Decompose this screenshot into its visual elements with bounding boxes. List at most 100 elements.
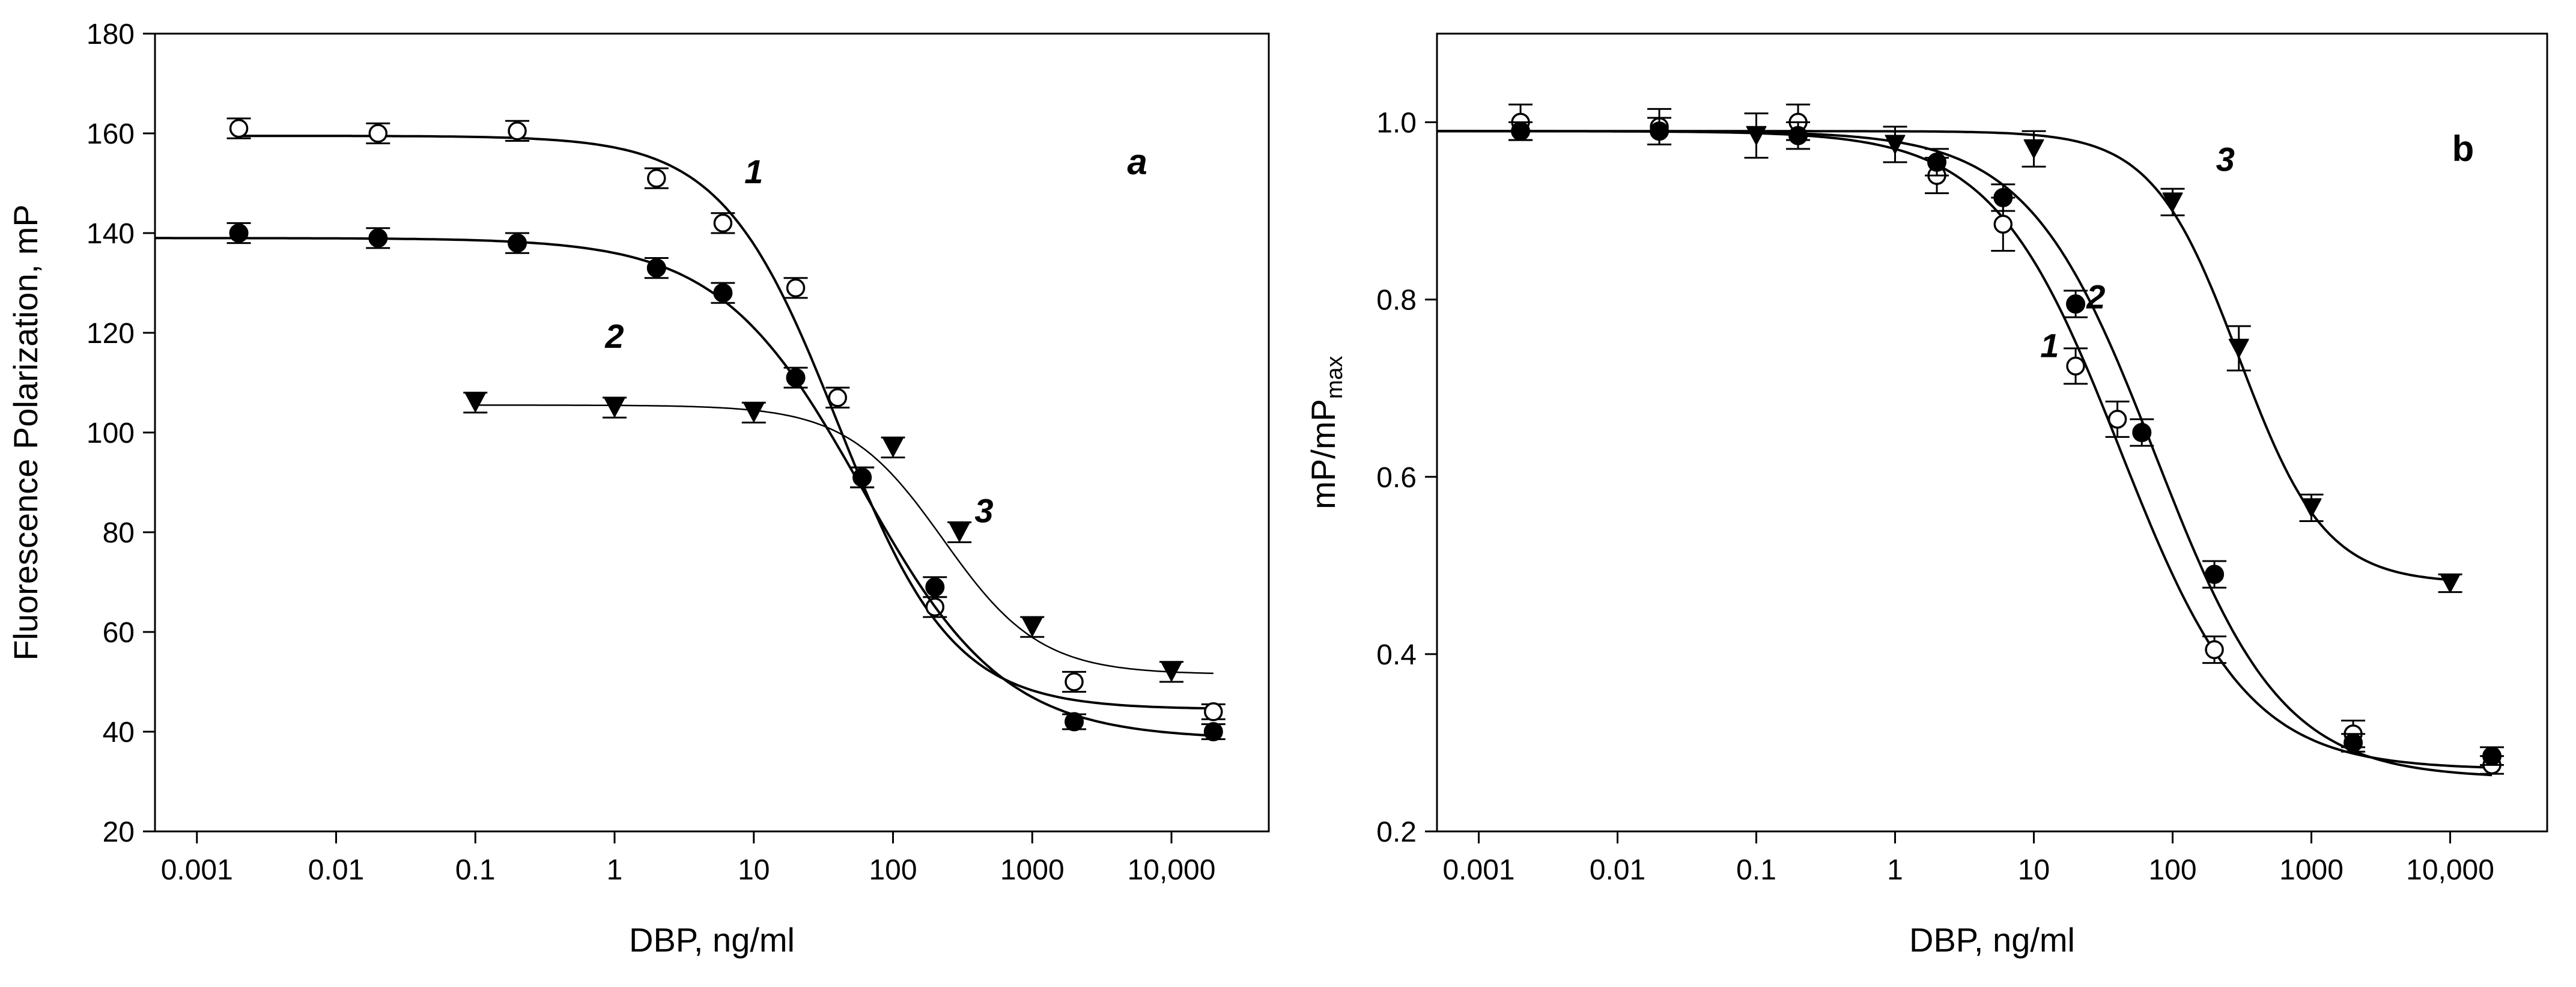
curve-label-1: 1 <box>2040 327 2059 365</box>
y-tick-label: 0.4 <box>1376 639 1417 671</box>
data-point <box>1993 214 2013 234</box>
data-point <box>604 398 625 418</box>
data-point <box>368 228 388 248</box>
curve-label-2: 2 <box>2086 278 2105 315</box>
x-tick-label: 1 <box>1887 854 1903 886</box>
fit-curve-3 <box>1437 130 2450 582</box>
y-tick-label: 0.2 <box>1376 816 1417 848</box>
data-point <box>508 233 527 253</box>
data-point <box>949 523 970 542</box>
y-tick-label: 80 <box>103 517 135 549</box>
y-axis-title-main: mP/mP <box>1304 399 1342 509</box>
data-point <box>646 258 666 278</box>
data-point <box>786 278 806 298</box>
data-point <box>2301 498 2322 518</box>
data-point <box>2066 356 2085 376</box>
data-point <box>2023 139 2044 159</box>
x-tick-label: 1000 <box>2279 854 2344 886</box>
x-tick-label: 10 <box>738 854 770 886</box>
data-point <box>1788 126 1808 145</box>
y-tick-label: 120 <box>87 318 135 350</box>
y-tick-label: 60 <box>103 617 135 649</box>
x-tick-label: 100 <box>2148 854 2196 886</box>
data-point <box>1927 152 1947 172</box>
data-point <box>368 124 388 143</box>
y-tick-label: 20 <box>103 816 135 848</box>
data-point <box>2482 746 2502 766</box>
y-tick-label: 40 <box>103 717 135 749</box>
y-tick-label: 100 <box>87 418 135 449</box>
y-tick-label: 160 <box>87 118 135 150</box>
y-tick-label: 1.0 <box>1376 108 1417 139</box>
data-point <box>2066 294 2086 314</box>
plot-frame <box>1436 32 2548 833</box>
series-2: 2 <box>155 222 1226 741</box>
data-point <box>786 368 806 387</box>
data-point <box>2205 565 2225 585</box>
curve-label-3: 3 <box>2216 141 2235 178</box>
data-point <box>1746 126 1767 145</box>
x-tick-label: 10 <box>2018 854 2050 886</box>
x-tick-label: 100 <box>869 854 917 886</box>
panel-label: a <box>1127 142 1147 182</box>
data-point <box>1204 702 1223 721</box>
x-tick-label: 10,000 <box>2406 854 2494 886</box>
data-point <box>229 223 249 243</box>
data-point <box>2205 640 2224 660</box>
curve-label-1: 1 <box>744 153 763 190</box>
x-tick-label: 0.01 <box>1590 854 1645 886</box>
series-3: 3 <box>463 392 1214 683</box>
data-point <box>1993 187 2013 207</box>
data-point <box>713 283 733 303</box>
data-point <box>2132 423 2152 442</box>
curve-label-3: 3 <box>974 491 993 529</box>
data-point <box>229 118 249 138</box>
fit-curve-2 <box>155 237 1214 737</box>
y-tick-label: 180 <box>87 19 135 50</box>
data-point <box>828 388 848 407</box>
curve-label-2: 2 <box>604 317 624 355</box>
data-point <box>508 121 527 141</box>
data-point <box>2344 733 2363 753</box>
panel-label: b <box>2452 129 2474 169</box>
y-tick-label: 140 <box>87 218 135 250</box>
data-point <box>1161 662 1182 682</box>
series-3: 3 <box>1437 112 2462 594</box>
x-tick-label: 0.01 <box>308 854 364 886</box>
data-point <box>647 168 666 188</box>
data-point <box>743 402 764 422</box>
y-tick-label: 0.8 <box>1376 285 1417 317</box>
y-axis-title-main: Fluorescence Polarization, mP <box>7 204 44 660</box>
y-axis-title: mP/mPmax <box>1304 356 1347 509</box>
y-axis-title: Fluorescence Polarization, mP <box>7 204 44 660</box>
data-point <box>882 437 904 457</box>
data-point <box>465 393 486 413</box>
x-tick-label: 0.001 <box>161 854 233 886</box>
panel-b: 0.001 0.01 0.1 1 10 100 1000 10,000 0.2 0.4 0.6 0.8… <box>1304 32 2548 959</box>
data-point <box>1885 135 1906 154</box>
data-point <box>2440 573 2461 593</box>
data-point <box>1065 672 1084 691</box>
data-point <box>2107 410 2127 429</box>
data-point <box>1065 712 1084 732</box>
fit-curve-3 <box>475 404 1214 675</box>
x-tick-label: 1 <box>607 854 623 886</box>
data-point <box>2228 338 2249 358</box>
data-point <box>1203 722 1223 741</box>
data-point <box>2162 192 2183 212</box>
x-tick-label: 1000 <box>1000 854 1065 886</box>
fit-curve-1 <box>238 135 1214 710</box>
x-axis-title: DBP, ng/ml <box>629 921 795 959</box>
panel-a: 0.001 0.01 0.1 1 10 100 1000 10,000 20 40 60 80 100 1… <box>7 19 1270 959</box>
data-point <box>852 467 872 487</box>
data-point <box>713 213 733 233</box>
data-point <box>1022 617 1043 637</box>
x-tick-label: 0.1 <box>455 854 496 886</box>
x-tick-label: 0.1 <box>1736 854 1776 886</box>
x-tick-label: 10,000 <box>1128 854 1216 886</box>
x-tick-label: 0.001 <box>1442 854 1514 886</box>
y-axis-title-subscript: max <box>1322 356 1347 399</box>
y-tick-label: 0.6 <box>1376 462 1417 494</box>
x-axis-title: DBP, ng/ml <box>1909 921 2075 959</box>
